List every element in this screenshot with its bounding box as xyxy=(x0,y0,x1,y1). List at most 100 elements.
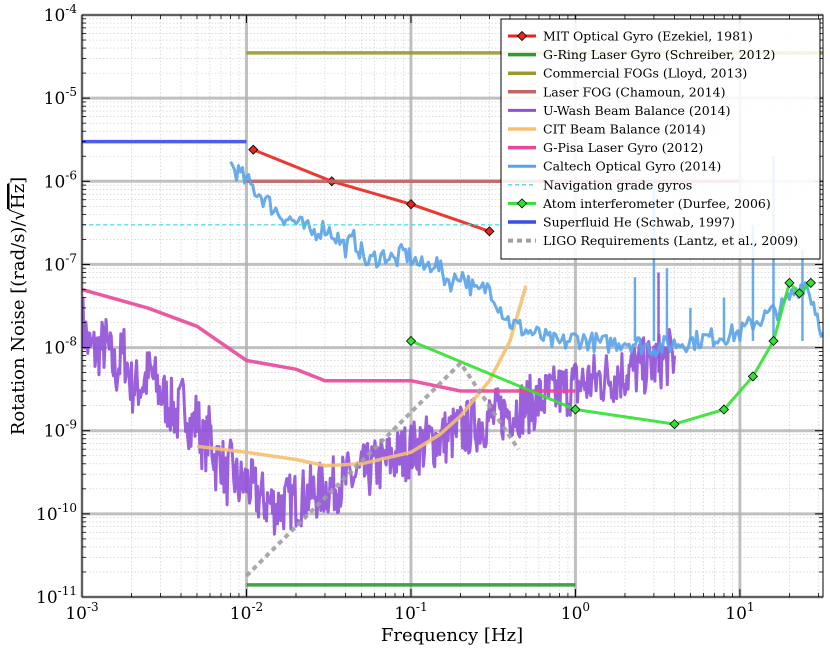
series-line xyxy=(229,160,823,358)
x-tick-exponent: 1 xyxy=(747,600,755,614)
series-line xyxy=(82,287,576,393)
y-tick-base: 10 xyxy=(44,172,66,192)
axis-ticks xyxy=(81,14,823,598)
series-0 xyxy=(248,144,495,237)
legend-label: Navigation grade gyros xyxy=(543,177,692,192)
series-line xyxy=(245,361,521,578)
x-tick-exponent: -3 xyxy=(87,600,99,614)
y-tick-label: 10-6 xyxy=(44,168,77,192)
legend-label: LIGO Requirements (Lantz, et al., 2009) xyxy=(543,233,798,248)
legend-label: G-Ring Laser Gyro (Schreiber, 2012) xyxy=(543,47,775,62)
legend-label: CIT Beam Balance (2014) xyxy=(543,122,706,137)
x-tick-label: 100 xyxy=(561,600,590,624)
y-tick-base: 10 xyxy=(36,505,58,525)
y-tick-label: 10-7 xyxy=(44,251,77,275)
x-tick-label: 101 xyxy=(725,600,754,624)
y-axis-label-close: ] xyxy=(8,177,29,184)
x-axis-label: Frequency [Hz] xyxy=(381,625,523,646)
x-tick-labels: 10-3 10-2 10-1 100 101 xyxy=(65,600,754,624)
series-line xyxy=(82,297,676,536)
y-axis-label-root: √ xyxy=(8,208,29,220)
series-point xyxy=(784,277,795,288)
y-tick-exponent: -6 xyxy=(65,168,77,182)
y-axis-label-radicand: Hz xyxy=(8,184,29,209)
x-tick-base: 10 xyxy=(725,604,747,624)
series-point xyxy=(669,419,680,430)
series-point xyxy=(405,199,417,210)
y-axis-label: Rotation Noise [(rad/s)/√Hz] xyxy=(8,177,29,435)
series-11 xyxy=(245,361,521,578)
series-line xyxy=(252,148,490,233)
y-tick-label: 10-10 xyxy=(36,501,77,525)
y-tick-label: 10-5 xyxy=(44,85,77,109)
y-tick-base: 10 xyxy=(44,255,66,275)
legend-item: Commercial FOGs (Lloyd, 2013) xyxy=(508,66,747,81)
x-tick-exponent: -1 xyxy=(416,600,428,614)
x-tick-exponent: 0 xyxy=(582,600,590,614)
legend-item: CIT Beam Balance (2014) xyxy=(508,122,706,137)
legend-marker xyxy=(516,198,528,209)
series-layer xyxy=(82,51,823,587)
y-tick-exponent: -8 xyxy=(65,335,77,349)
legend-label: MIT Optical Gyro (Ezekiel, 1981) xyxy=(543,29,753,44)
y-tick-base: 10 xyxy=(44,89,66,109)
legend-box xyxy=(500,18,821,260)
series-point xyxy=(805,277,816,288)
series-point xyxy=(484,226,495,237)
y-tick-exponent: -7 xyxy=(65,251,77,265)
y-tick-base: 10 xyxy=(44,422,66,442)
x-tick-label: 10-1 xyxy=(394,600,427,624)
series-5 xyxy=(196,285,528,468)
x-tick-base: 10 xyxy=(65,604,87,624)
plot-frame xyxy=(81,14,824,598)
legend-item: Superfluid He (Schwab, 1997) xyxy=(508,215,735,230)
y-tick-exponent: -11 xyxy=(58,584,77,598)
legend-label: G-Pisa Laser Gyro (2012) xyxy=(543,140,703,155)
x-tick-exponent: -2 xyxy=(251,600,263,614)
series-point xyxy=(747,371,759,382)
legend: MIT Optical Gyro (Ezekiel, 1981) G-Ring L… xyxy=(500,18,821,260)
x-tick-base: 10 xyxy=(561,604,583,624)
y-tick-exponent: -4 xyxy=(65,2,77,16)
series-point xyxy=(794,288,805,299)
y-tick-exponent: -5 xyxy=(65,85,77,99)
y-tick-exponent: -9 xyxy=(65,418,77,432)
series-9 xyxy=(405,277,816,430)
legend-item: Caltech Optical Gyro (2014) xyxy=(508,159,721,174)
legend-item: LIGO Requirements (Lantz, et al., 2009) xyxy=(508,233,798,248)
y-tick-label: 10-8 xyxy=(44,335,77,359)
y-tick-base: 10 xyxy=(44,339,66,359)
legend-label: Atom interferometer (Durfee, 2006) xyxy=(542,196,771,211)
legend-items: MIT Optical Gyro (Ezekiel, 1981) G-Ring L… xyxy=(508,29,798,248)
series-point xyxy=(248,144,259,155)
legend-item: Atom interferometer (Durfee, 2006) xyxy=(508,196,771,211)
x-tick-base: 10 xyxy=(230,604,252,624)
y-axis-label-main: Rotation Noise [(rad/s)/ xyxy=(8,220,29,436)
x-tick-label: 10-2 xyxy=(230,600,263,624)
series-point xyxy=(405,335,417,347)
y-tick-label: 10-11 xyxy=(36,584,77,608)
legend-item: G-Ring Laser Gyro (Schreiber, 2012) xyxy=(508,47,775,62)
legend-item: U-Wash Beam Balance (2014) xyxy=(508,103,730,118)
legend-item: Laser FOG (Chamoun, 2014) xyxy=(508,84,725,99)
series-point xyxy=(570,404,581,415)
y-tick-exponent: -10 xyxy=(58,501,77,515)
legend-label: Caltech Optical Gyro (2014) xyxy=(543,159,721,174)
x-tick-label: 10-3 xyxy=(65,600,98,624)
series-point xyxy=(718,404,730,415)
legend-item: MIT Optical Gyro (Ezekiel, 1981) xyxy=(508,29,753,44)
legend-marker xyxy=(516,30,528,42)
x-tick-base: 10 xyxy=(394,604,416,624)
series-point xyxy=(768,335,779,347)
y-tick-label: 10-9 xyxy=(44,418,77,442)
series-4 xyxy=(82,272,676,536)
legend-item: Navigation grade gyros xyxy=(508,177,692,192)
y-tick-label: 10-4 xyxy=(44,2,78,26)
y-tick-base: 10 xyxy=(36,588,58,608)
legend-label: Superfluid He (Schwab, 1997) xyxy=(543,215,735,230)
series-6 xyxy=(82,287,576,393)
y-tick-base: 10 xyxy=(44,6,66,26)
legend-label: U-Wash Beam Balance (2014) xyxy=(543,103,730,118)
